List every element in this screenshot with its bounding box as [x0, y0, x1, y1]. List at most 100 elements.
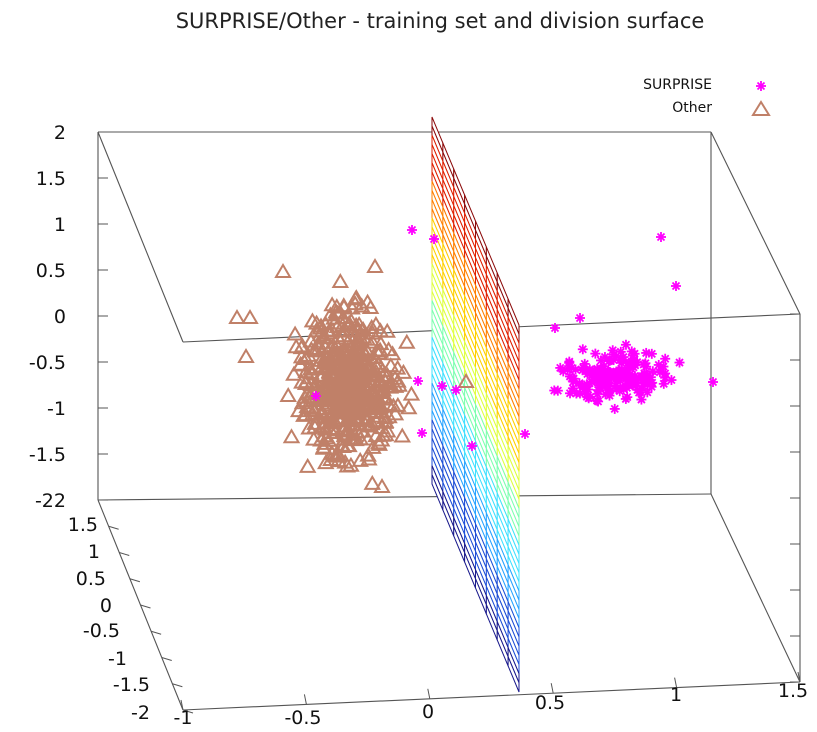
surprise-point	[550, 323, 560, 333]
other-point	[347, 409, 366, 425]
x-tick-mark	[550, 683, 554, 694]
other-point	[298, 457, 317, 473]
z-tick-label: 1.5	[36, 168, 66, 190]
other-point	[386, 377, 405, 393]
other-point	[241, 309, 259, 324]
other-point	[353, 297, 371, 313]
other-point	[367, 342, 386, 358]
other-point	[342, 412, 360, 428]
y-tick-mark	[172, 683, 183, 688]
other-point	[378, 366, 397, 382]
other-point	[378, 422, 397, 438]
surprise-point	[577, 344, 588, 355]
surprise-point	[590, 348, 601, 359]
legend-label-surprise: SURPRISE	[643, 77, 712, 93]
other-point	[323, 296, 341, 312]
other-point	[347, 350, 366, 366]
z-tick-label: 0.5	[36, 260, 66, 282]
other-point	[367, 357, 386, 373]
other-point	[367, 315, 385, 331]
other-point	[361, 417, 379, 433]
other-point	[306, 342, 324, 358]
other-point	[360, 450, 378, 466]
surprise-point	[636, 371, 647, 382]
y-tick-label: -2	[131, 702, 150, 724]
other-point	[303, 312, 322, 328]
y-tick-label: 0.5	[76, 568, 106, 590]
legend-marker-other	[751, 100, 771, 116]
surprise-point	[417, 428, 427, 438]
surprise-point	[617, 365, 628, 376]
other-point	[285, 365, 303, 381]
other-point	[367, 413, 386, 429]
z-tick-label: 0	[54, 306, 66, 328]
surprise-point	[578, 362, 589, 373]
y-tick-label: -1	[108, 648, 127, 670]
other-point	[279, 386, 297, 402]
other-point	[380, 408, 398, 424]
surprise-point	[671, 281, 681, 291]
box-edge	[97, 493, 712, 501]
surprise-point	[646, 348, 657, 359]
x-tick-mark	[303, 694, 307, 705]
other-point	[313, 366, 332, 382]
surprise-point	[634, 387, 645, 398]
surprise-point	[658, 378, 669, 389]
other-point	[353, 340, 371, 356]
z-tick-label: 1	[54, 214, 66, 236]
other-point	[306, 414, 324, 430]
other-point	[334, 438, 352, 454]
other-point	[363, 333, 382, 349]
surprise-point	[429, 234, 439, 244]
other-point	[319, 394, 338, 410]
other-point	[344, 388, 362, 404]
y-tick-label: 1.5	[68, 514, 98, 536]
box-edge	[710, 131, 801, 315]
other-point	[325, 411, 343, 427]
y-tick-mark	[129, 578, 141, 583]
other-point	[369, 434, 388, 450]
other-point	[402, 385, 421, 401]
y-tick-mark	[182, 709, 194, 714]
y-tick-mark	[140, 604, 151, 609]
surprise-point	[588, 372, 599, 383]
x-tick-label: 1	[670, 684, 682, 706]
surprise-point	[660, 372, 671, 383]
surprise-point	[567, 383, 578, 394]
other-point	[367, 404, 385, 420]
other-point	[328, 380, 347, 396]
surprise-point	[674, 357, 685, 368]
division-surface	[431, 116, 520, 693]
other-point	[378, 322, 396, 338]
other-point	[317, 429, 336, 445]
other-point	[330, 404, 348, 420]
surface-cell	[507, 656, 520, 693]
other-point	[316, 315, 335, 331]
other-point	[329, 447, 347, 463]
box-edge	[97, 131, 184, 343]
other-point	[237, 348, 255, 363]
other-point	[282, 428, 301, 444]
other-point	[330, 304, 349, 320]
other-point	[398, 333, 416, 349]
other-point	[335, 297, 353, 313]
other-point	[366, 258, 384, 273]
surprise-point	[611, 373, 622, 384]
surprise-point	[566, 373, 577, 384]
box-edge	[710, 493, 801, 683]
surprise-point	[451, 385, 461, 395]
surprise-point	[708, 377, 718, 387]
surprise-point	[437, 381, 447, 391]
surprise-point	[626, 346, 637, 357]
other-point	[342, 312, 361, 328]
other-point	[305, 430, 323, 446]
yz-tick-label: -22	[35, 490, 66, 512]
other-point	[373, 478, 391, 493]
surprise-point	[641, 361, 652, 372]
surprise-point	[407, 225, 417, 235]
other-point	[333, 376, 352, 392]
other-point	[336, 425, 354, 441]
surprise-point	[611, 351, 622, 362]
axis-ticks: -1.5-1-0.500.511.52-2-1.5-1-0.500.511.5-…	[29, 122, 808, 729]
